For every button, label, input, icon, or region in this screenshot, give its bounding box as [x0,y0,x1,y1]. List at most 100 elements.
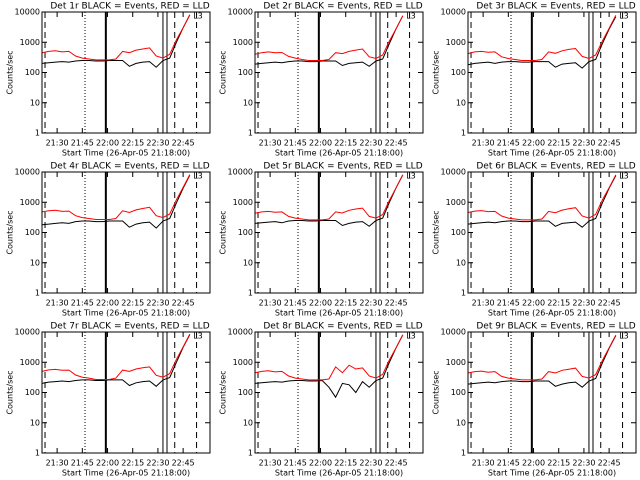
x-axis-label: Start Time (26-Apr-05 21:18:00) [488,149,616,158]
series-line [42,14,191,61]
series-line [468,174,617,221]
y-tick-label: 10 [30,418,40,427]
x-tick-label: 21:45 [71,139,94,148]
panel: Det 9r BLACK = Events, RED = LLD Start Ti… [432,322,637,478]
series-line [255,334,404,399]
chart-title: Det 4r BLACK = Events, RED = LLD [50,162,209,172]
annotation: L3 [193,172,203,181]
series-line [255,15,404,67]
y-tick-label: 1 [35,129,40,138]
x-axis-label: Start Time (26-Apr-05 21:18:00) [62,309,190,318]
x-tick-label: 21:45 [497,459,520,468]
y-tick-label: 100 [25,68,40,77]
plot-frame [467,331,637,454]
x-tick-label: 21:45 [71,299,94,308]
x-tick-label: 22:00 [309,459,332,468]
panel: Det 5r BLACK = Events, RED = LLD Start Ti… [219,162,424,318]
chart-title: Det 3r BLACK = Events, RED = LLD [476,2,635,12]
plot-frame [467,171,637,294]
x-tick-label: 22:00 [522,139,545,148]
annotation: L3 [193,12,203,21]
y-tick-label: 100 [238,228,253,237]
x-tick-label: 22:30 [146,459,169,468]
series-line [468,16,617,69]
y-tick-label: 100 [238,388,253,397]
series-line [255,334,404,381]
y-tick-label: 10 [456,258,466,267]
chart-title: Det 2r BLACK = Events, RED = LLD [263,2,422,12]
y-axis-label: Counts/sec [6,210,15,254]
annotation: L3 [406,12,416,21]
x-tick-label: 22:45 [598,299,621,308]
y-axis-label: Counts/sec [219,210,228,254]
x-tick-label: 21:45 [284,459,307,468]
y-tick-label: 10000 [228,328,253,337]
y-tick-label: 10 [243,258,253,267]
x-tick-label: 22:00 [309,139,332,148]
annotation: L3 [619,172,629,181]
y-tick-label: 1000 [233,358,253,367]
y-tick-label: 100 [451,228,466,237]
x-tick-label: 22:30 [359,459,382,468]
x-tick-label: 22:15 [547,459,570,468]
series-line [42,334,191,387]
y-tick-label: 100 [451,68,466,77]
x-tick-label: 22:30 [359,139,382,148]
y-axis-label: Counts/sec [6,50,15,94]
x-tick-label: 21:45 [284,139,307,148]
x-tick-label: 21:30 [46,299,69,308]
x-tick-label: 22:00 [309,299,332,308]
y-tick-label: 1000 [446,38,466,47]
y-tick-label: 10000 [441,328,466,337]
annotation: L3 [193,332,203,341]
x-axis-label: Start Time (26-Apr-05 21:18:00) [275,309,403,318]
x-tick-label: 22:45 [385,459,408,468]
panel: Det 8r BLACK = Events, RED = LLD Start Ti… [219,322,424,478]
y-tick-label: 100 [238,68,253,77]
series-line [255,174,404,221]
plot-frame [254,11,424,134]
x-tick-label: 22:30 [359,299,382,308]
series-line [255,15,404,61]
y-tick-label: 100 [25,228,40,237]
y-tick-label: 1 [35,289,40,298]
y-tick-label: 10000 [228,168,253,177]
y-tick-label: 1000 [446,198,466,207]
x-axis-label: Start Time (26-Apr-05 21:18:00) [62,149,190,158]
y-tick-label: 100 [25,388,40,397]
x-tick-label: 21:30 [259,459,282,468]
series-line [468,175,617,228]
x-tick-label: 22:00 [96,459,119,468]
x-tick-label: 22:15 [121,459,144,468]
series-line [42,174,191,220]
chart-title: Det 6r BLACK = Events, RED = LLD [476,162,635,172]
panel: Det 6r BLACK = Events, RED = LLD Start Ti… [432,162,637,318]
y-tick-label: 10 [243,418,253,427]
series-line [468,334,617,381]
panel: Det 3r BLACK = Events, RED = LLD Start Ti… [432,2,637,158]
x-tick-label: 22:45 [598,139,621,148]
y-tick-label: 1 [461,449,466,458]
plot-frame [41,331,211,454]
x-tick-label: 21:30 [472,299,495,308]
series-line [255,174,404,227]
x-tick-label: 21:30 [259,139,282,148]
x-tick-label: 21:30 [472,139,495,148]
y-tick-label: 1 [248,129,253,138]
chart-title: Det 7r BLACK = Events, RED = LLD [50,322,209,332]
chart-title: Det 8r BLACK = Events, RED = LLD [263,322,422,332]
series-line [42,175,191,229]
x-tick-label: 22:00 [96,139,119,148]
x-tick-label: 21:45 [497,299,520,308]
y-axis-label: Counts/sec [432,370,441,414]
y-tick-label: 1 [461,289,466,298]
plot-frame [467,11,637,134]
x-tick-label: 22:15 [121,139,144,148]
x-tick-label: 22:30 [146,299,169,308]
x-axis-label: Start Time (26-Apr-05 21:18:00) [275,469,403,478]
x-tick-label: 22:15 [334,299,357,308]
y-tick-label: 1000 [446,358,466,367]
chart-title: Det 5r BLACK = Events, RED = LLD [263,162,422,172]
y-tick-label: 10 [456,98,466,107]
